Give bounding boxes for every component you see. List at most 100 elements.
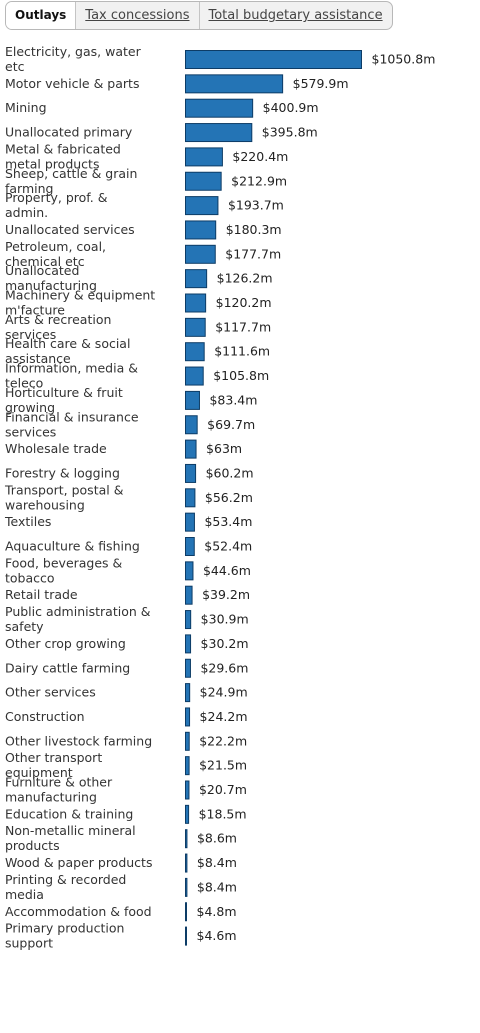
- value-label: $212.9m: [231, 173, 287, 188]
- category-label: Property, prof. & admin.: [5, 190, 108, 220]
- value-label: $180.3m: [226, 222, 282, 237]
- value-label: $22.2m: [199, 733, 247, 748]
- tab-total-budgetary-assistance[interactable]: Total budgetary assistance: [198, 2, 392, 29]
- tab-bar: Outlays Tax concessions Total budgetary …: [5, 1, 393, 30]
- bar: [185, 731, 190, 751]
- category-label: Mining: [5, 100, 47, 115]
- value-label: $4.8m: [197, 904, 237, 919]
- bar: [185, 585, 193, 605]
- category-label: Transport, postal & warehousing: [4, 482, 124, 512]
- category-label: Petroleum, coal, chemical etc: [5, 239, 106, 269]
- bar: [185, 244, 216, 264]
- category-label: Public administration & safety: [5, 604, 151, 634]
- category-label: Construction: [5, 709, 85, 724]
- value-label: $20.7m: [199, 782, 247, 797]
- bar: [185, 463, 197, 483]
- value-label: $52.4m: [204, 539, 252, 554]
- value-label: $30.9m: [201, 612, 249, 627]
- category-label: Electricity, gas, water etc: [5, 44, 142, 74]
- value-label: $69.7m: [207, 417, 255, 432]
- category-label: Machinery & equipment m'facture: [5, 288, 155, 318]
- bar: [185, 488, 196, 508]
- value-label: $53.4m: [204, 514, 252, 529]
- value-label: $395.8m: [262, 125, 318, 140]
- category-label: Unallocated services: [5, 222, 135, 237]
- value-label: $8.6m: [197, 831, 237, 846]
- bar: [185, 829, 188, 849]
- category-label: Health care & social assistance: [5, 336, 130, 366]
- category-label: Non-metallic mineral products: [5, 823, 136, 853]
- bar: [185, 780, 190, 800]
- value-label: $105.8m: [213, 368, 269, 383]
- value-label: $1050.8m: [372, 52, 436, 67]
- category-label: Financial & insurance services: [5, 409, 139, 439]
- bar: [185, 707, 191, 727]
- value-label: $24.2m: [200, 709, 248, 724]
- tab-tax-concessions[interactable]: Tax concessions: [75, 2, 198, 29]
- bar: [185, 512, 195, 532]
- bar: [185, 415, 198, 435]
- category-label: Primary production support: [5, 921, 124, 951]
- value-label: $24.9m: [200, 685, 248, 700]
- value-label: $29.6m: [200, 660, 248, 675]
- bar: [185, 196, 219, 216]
- category-label: Wholesale trade: [5, 441, 107, 456]
- bar: [185, 220, 217, 240]
- value-label: $8.4m: [197, 879, 237, 894]
- category-label: Sheep, cattle & grain farming: [5, 166, 137, 196]
- category-label: Furniture & other manufacturing: [5, 775, 113, 805]
- value-label: $111.6m: [214, 344, 270, 359]
- category-label: Unallocated primary: [5, 125, 133, 140]
- bar: [185, 269, 208, 289]
- value-label: $193.7m: [228, 198, 284, 213]
- value-label: $21.5m: [199, 758, 247, 773]
- category-label: Wood & paper products: [5, 855, 152, 870]
- value-label: $579.9m: [293, 76, 349, 91]
- bar: [185, 171, 222, 191]
- bar: [185, 610, 192, 630]
- bar: [185, 147, 223, 167]
- category-label: Food, beverages & tobacco: [5, 555, 123, 585]
- value-label: $120.2m: [216, 295, 272, 310]
- value-label: $44.6m: [203, 563, 251, 578]
- value-label: $177.7m: [225, 246, 281, 261]
- value-label: $56.2m: [205, 490, 253, 505]
- bar: [185, 98, 254, 118]
- bar: [185, 537, 195, 556]
- bar: [185, 439, 197, 459]
- category-label: Aquaculture & fishing: [5, 539, 140, 554]
- bar: [185, 123, 253, 143]
- value-label: $39.2m: [202, 587, 250, 602]
- value-label: $83.4m: [209, 392, 257, 407]
- value-label: $63m: [206, 441, 242, 456]
- category-label: Motor vehicle & parts: [5, 76, 139, 91]
- bar: [185, 756, 190, 776]
- bar: [185, 853, 188, 873]
- bar: [185, 658, 191, 678]
- bar: [185, 293, 207, 313]
- category-label: Unallocated manufacturing: [5, 263, 97, 293]
- category-label: Other transport equipment: [5, 750, 102, 780]
- value-label: $117.7m: [215, 319, 271, 334]
- category-label: Arts & recreation services: [5, 312, 111, 342]
- bar: [185, 804, 190, 824]
- tab-outlays[interactable]: Outlays: [6, 2, 76, 29]
- category-label: Information, media & teleco: [5, 361, 138, 391]
- bar: [185, 561, 194, 581]
- value-label: $126.2m: [217, 271, 273, 286]
- value-label: $220.4m: [232, 149, 288, 164]
- category-label: Accommodation & food: [5, 904, 152, 919]
- category-label: Horticulture & fruit growing: [5, 385, 123, 415]
- bar: [185, 50, 362, 69]
- bar: [185, 390, 200, 410]
- bar: [185, 366, 204, 386]
- bar: [185, 902, 187, 922]
- bar: [185, 683, 191, 703]
- value-label: $18.5m: [199, 806, 247, 821]
- category-label: Other livestock farming: [5, 733, 152, 748]
- category-label: Forestry & logging: [5, 465, 120, 480]
- category-label: Printing & recorded media: [5, 872, 126, 902]
- value-label: $8.4m: [197, 855, 237, 870]
- category-label: Dairy cattle farming: [5, 660, 130, 675]
